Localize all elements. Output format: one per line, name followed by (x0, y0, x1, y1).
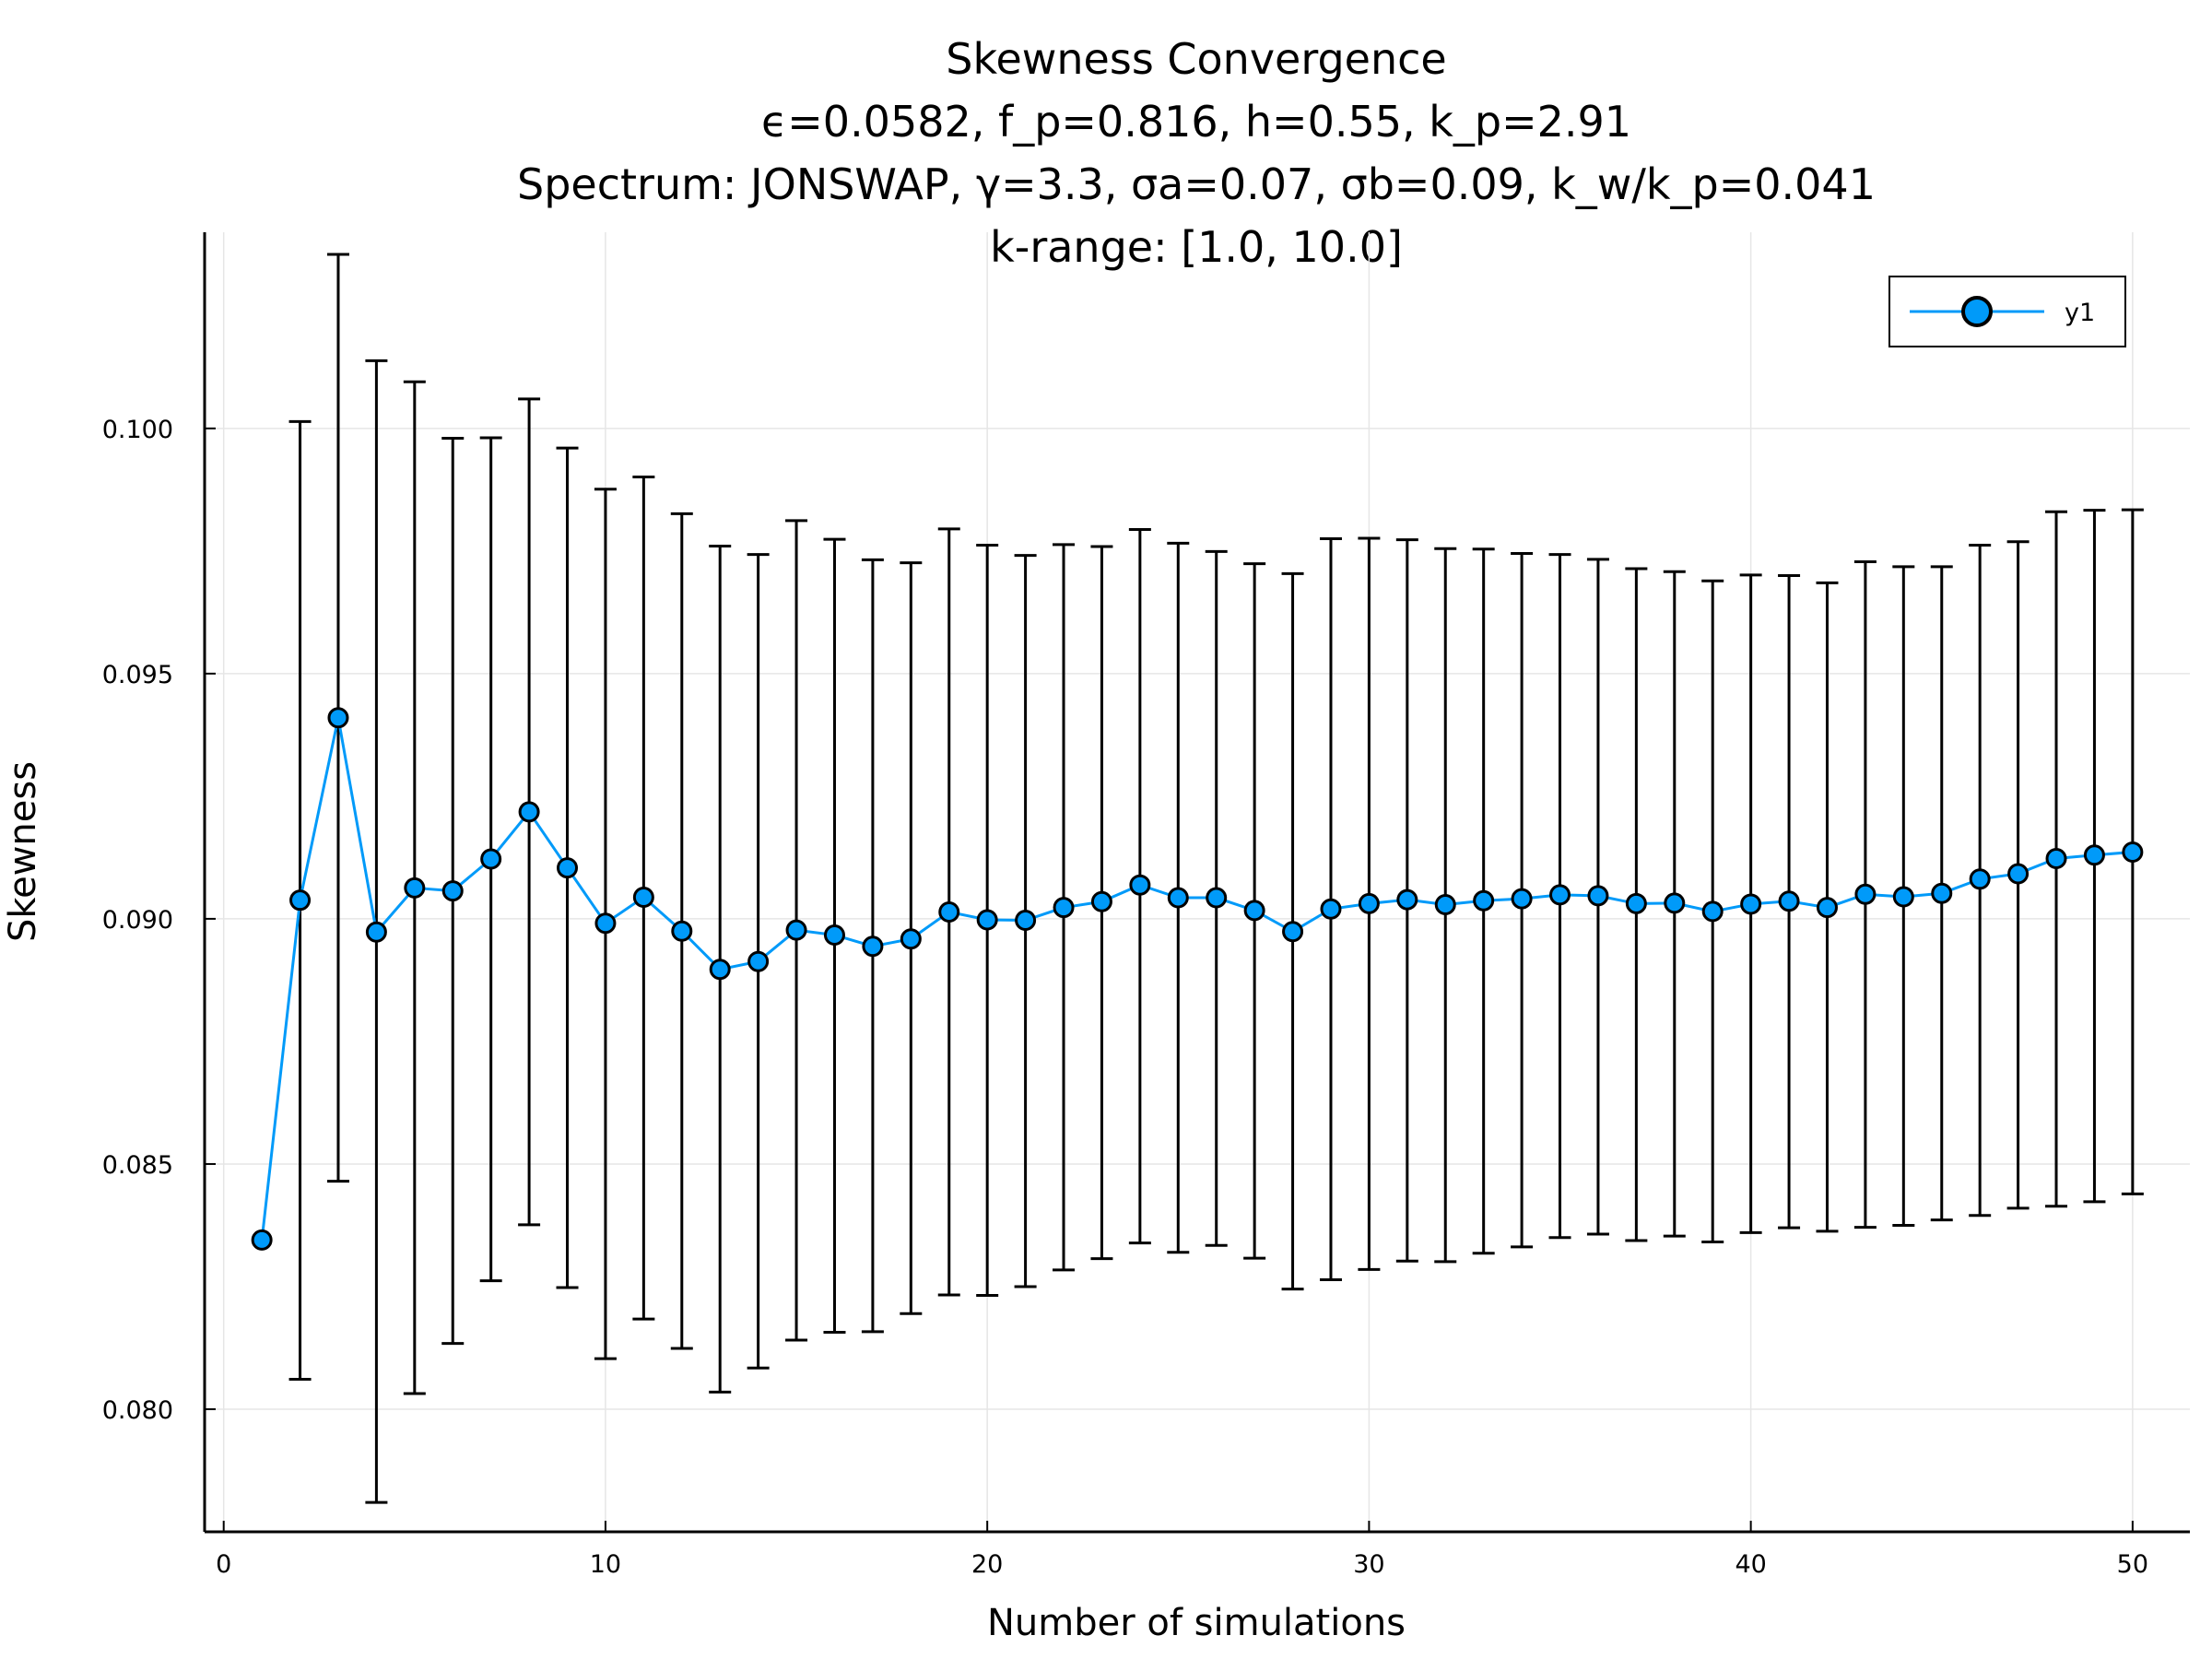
data-point (1854, 883, 1877, 905)
y-tick-label: 0.100 (102, 416, 173, 444)
data-point (441, 880, 464, 902)
data-point (289, 889, 312, 912)
data-point (1892, 886, 1914, 908)
data-point (1511, 888, 1533, 910)
data-point (1701, 900, 1724, 923)
data-point (1931, 882, 1953, 904)
data-point (365, 921, 387, 943)
data-point (1473, 889, 1495, 912)
y-tick-label: 0.080 (102, 1396, 173, 1425)
data-point (1282, 921, 1304, 943)
data-point (671, 920, 693, 942)
data-point (1358, 892, 1380, 914)
x-tick-label: 40 (1735, 1550, 1766, 1579)
chart-title: Skewness Convergence ϵ=0.0582, f_p=0.816… (517, 34, 1876, 272)
data-point (900, 928, 922, 950)
legend-marker-y1 (1961, 296, 1993, 327)
legend: y1 (1888, 276, 2126, 347)
data-point (632, 886, 654, 908)
data-point (709, 959, 731, 981)
data-point (1090, 890, 1112, 912)
data-point (1816, 897, 1838, 919)
data-point (1625, 892, 1647, 914)
data-point (976, 909, 998, 931)
data-point (1587, 885, 1609, 907)
data-point (518, 801, 540, 823)
data-point (1167, 887, 1189, 909)
data-point (862, 935, 884, 958)
data-point (2083, 844, 2105, 866)
title-line-3: Spectrum: JONSWAP, γ=3.3, σa=0.07, σb=0.… (517, 159, 1876, 209)
axes (203, 232, 2190, 1534)
data-point (1434, 893, 1456, 915)
data-point (938, 900, 960, 923)
x-tick-label: 50 (2117, 1550, 2148, 1579)
data-point (1053, 897, 1075, 919)
data-point (747, 950, 770, 972)
data-point (823, 924, 845, 946)
data-point (1129, 874, 1151, 896)
data-point (785, 919, 807, 941)
y-tick-label: 0.095 (102, 661, 173, 689)
data-point (1320, 898, 1342, 920)
data-point (480, 848, 502, 870)
data-point (2122, 841, 2144, 864)
data-point (1396, 888, 1418, 911)
data-point (557, 857, 579, 879)
data-point (1740, 893, 1762, 915)
x-tick-label: 10 (590, 1550, 621, 1579)
x-tick-label: 30 (1353, 1550, 1384, 1579)
title-line-2: ϵ=0.0582, f_p=0.816, h=0.55, k_p=2.91 (761, 97, 1631, 147)
data-point (1664, 892, 1686, 914)
data-point (2007, 863, 2030, 885)
x-tick-label: 20 (971, 1550, 1003, 1579)
series-markers (251, 707, 2144, 1251)
y-axis-ticks: 0.080 0.085 0.090 0.095 0.100 (102, 416, 216, 1425)
data-point (251, 1229, 273, 1251)
data-point (1015, 910, 1037, 932)
data-point (1549, 884, 1571, 906)
title-line-1: Skewness Convergence (946, 34, 1446, 84)
data-point (1778, 890, 1800, 912)
x-tick-label: 0 (216, 1550, 231, 1579)
x-axis-ticks: 0 10 20 30 40 50 (216, 1521, 2148, 1579)
y-tick-label: 0.090 (102, 906, 173, 935)
data-point (1243, 900, 1265, 922)
data-point (1206, 887, 1228, 909)
y-axis-label: Skewness (2, 761, 44, 942)
data-point (2045, 847, 2067, 869)
x-axis-label: Number of simulations (987, 1602, 1406, 1644)
legend-entry-y1: y1 (2065, 299, 2095, 327)
data-point (1969, 868, 1991, 890)
y-tick-label: 0.085 (102, 1151, 173, 1180)
data-point (594, 912, 617, 935)
data-point (327, 707, 349, 729)
data-point (404, 877, 426, 899)
title-line-4: k-range: [1.0, 10.0] (990, 222, 1403, 272)
